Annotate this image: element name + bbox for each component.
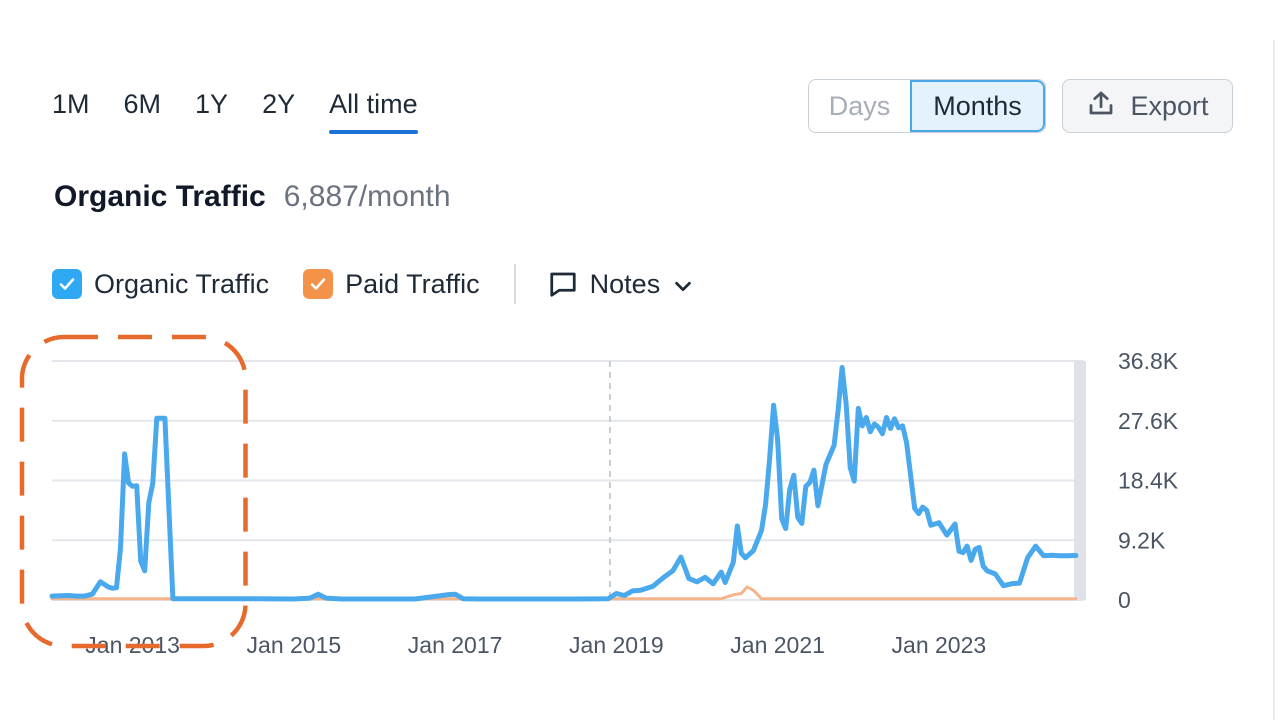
y-tick-label: 18.4K (1118, 468, 1179, 494)
upload-icon (1086, 88, 1116, 125)
export-label: Export (1130, 90, 1209, 121)
paid-traffic-line (50, 585, 1078, 601)
legend-divider (513, 264, 516, 304)
check-icon (59, 278, 75, 290)
export-button[interactable]: Export (1062, 79, 1233, 133)
legend-paid-traffic[interactable]: Paid Traffic (303, 269, 480, 300)
range-tab-2y[interactable]: 2Y (262, 89, 296, 119)
legend-organic-traffic[interactable]: Organic Traffic (52, 269, 269, 300)
comment-icon (548, 269, 578, 299)
x-tick-label: Jan 2021 (730, 632, 825, 658)
check-icon (310, 278, 326, 290)
paid-checkbox[interactable] (303, 269, 334, 299)
months-button[interactable]: Months (910, 80, 1045, 132)
y-tick-label: 9.2K (1118, 527, 1166, 553)
y-tick-label: 36.8K (1118, 348, 1179, 374)
metric-title: Organic Traffic (54, 180, 266, 213)
notes-dropdown[interactable]: Notes (548, 269, 695, 300)
granularity-toggle: Days Months (808, 79, 1046, 133)
x-tick-label: Jan 2019 (569, 632, 664, 658)
chart-end-band (1074, 361, 1086, 600)
range-tab-1y[interactable]: 1Y (195, 89, 229, 119)
range-tabs: 1M 6M 1Y 2Y All time (52, 86, 418, 136)
metric-header: Organic Traffic 6,887/month (54, 180, 451, 214)
range-tab-all-time[interactable]: All time (329, 86, 418, 136)
days-button[interactable]: Days (828, 90, 891, 121)
organic-checkbox[interactable] (52, 269, 82, 299)
chart-legend: Organic Traffic Paid Traffic Notes (52, 262, 694, 306)
highlight-box (19, 334, 248, 649)
legend-paid-label: Paid Traffic (345, 268, 480, 299)
x-tick-label: Jan 2023 (892, 632, 987, 658)
chevron-down-icon (672, 271, 694, 297)
metric-value: 6,887/month (283, 180, 451, 213)
y-tick-label: 0 (1118, 587, 1131, 613)
range-tab-1m[interactable]: 1M (52, 89, 90, 119)
notes-label: Notes (589, 268, 661, 299)
legend-organic-label: Organic Traffic (94, 268, 270, 299)
panel-edge (1273, 40, 1275, 720)
range-tab-6m[interactable]: 6M (123, 89, 162, 119)
organic-traffic-line (49, 365, 1079, 602)
x-tick-label: Jan 2015 (247, 632, 342, 658)
y-tick-label: 27.6K (1118, 408, 1179, 434)
x-tick-label: Jan 2017 (408, 632, 503, 658)
